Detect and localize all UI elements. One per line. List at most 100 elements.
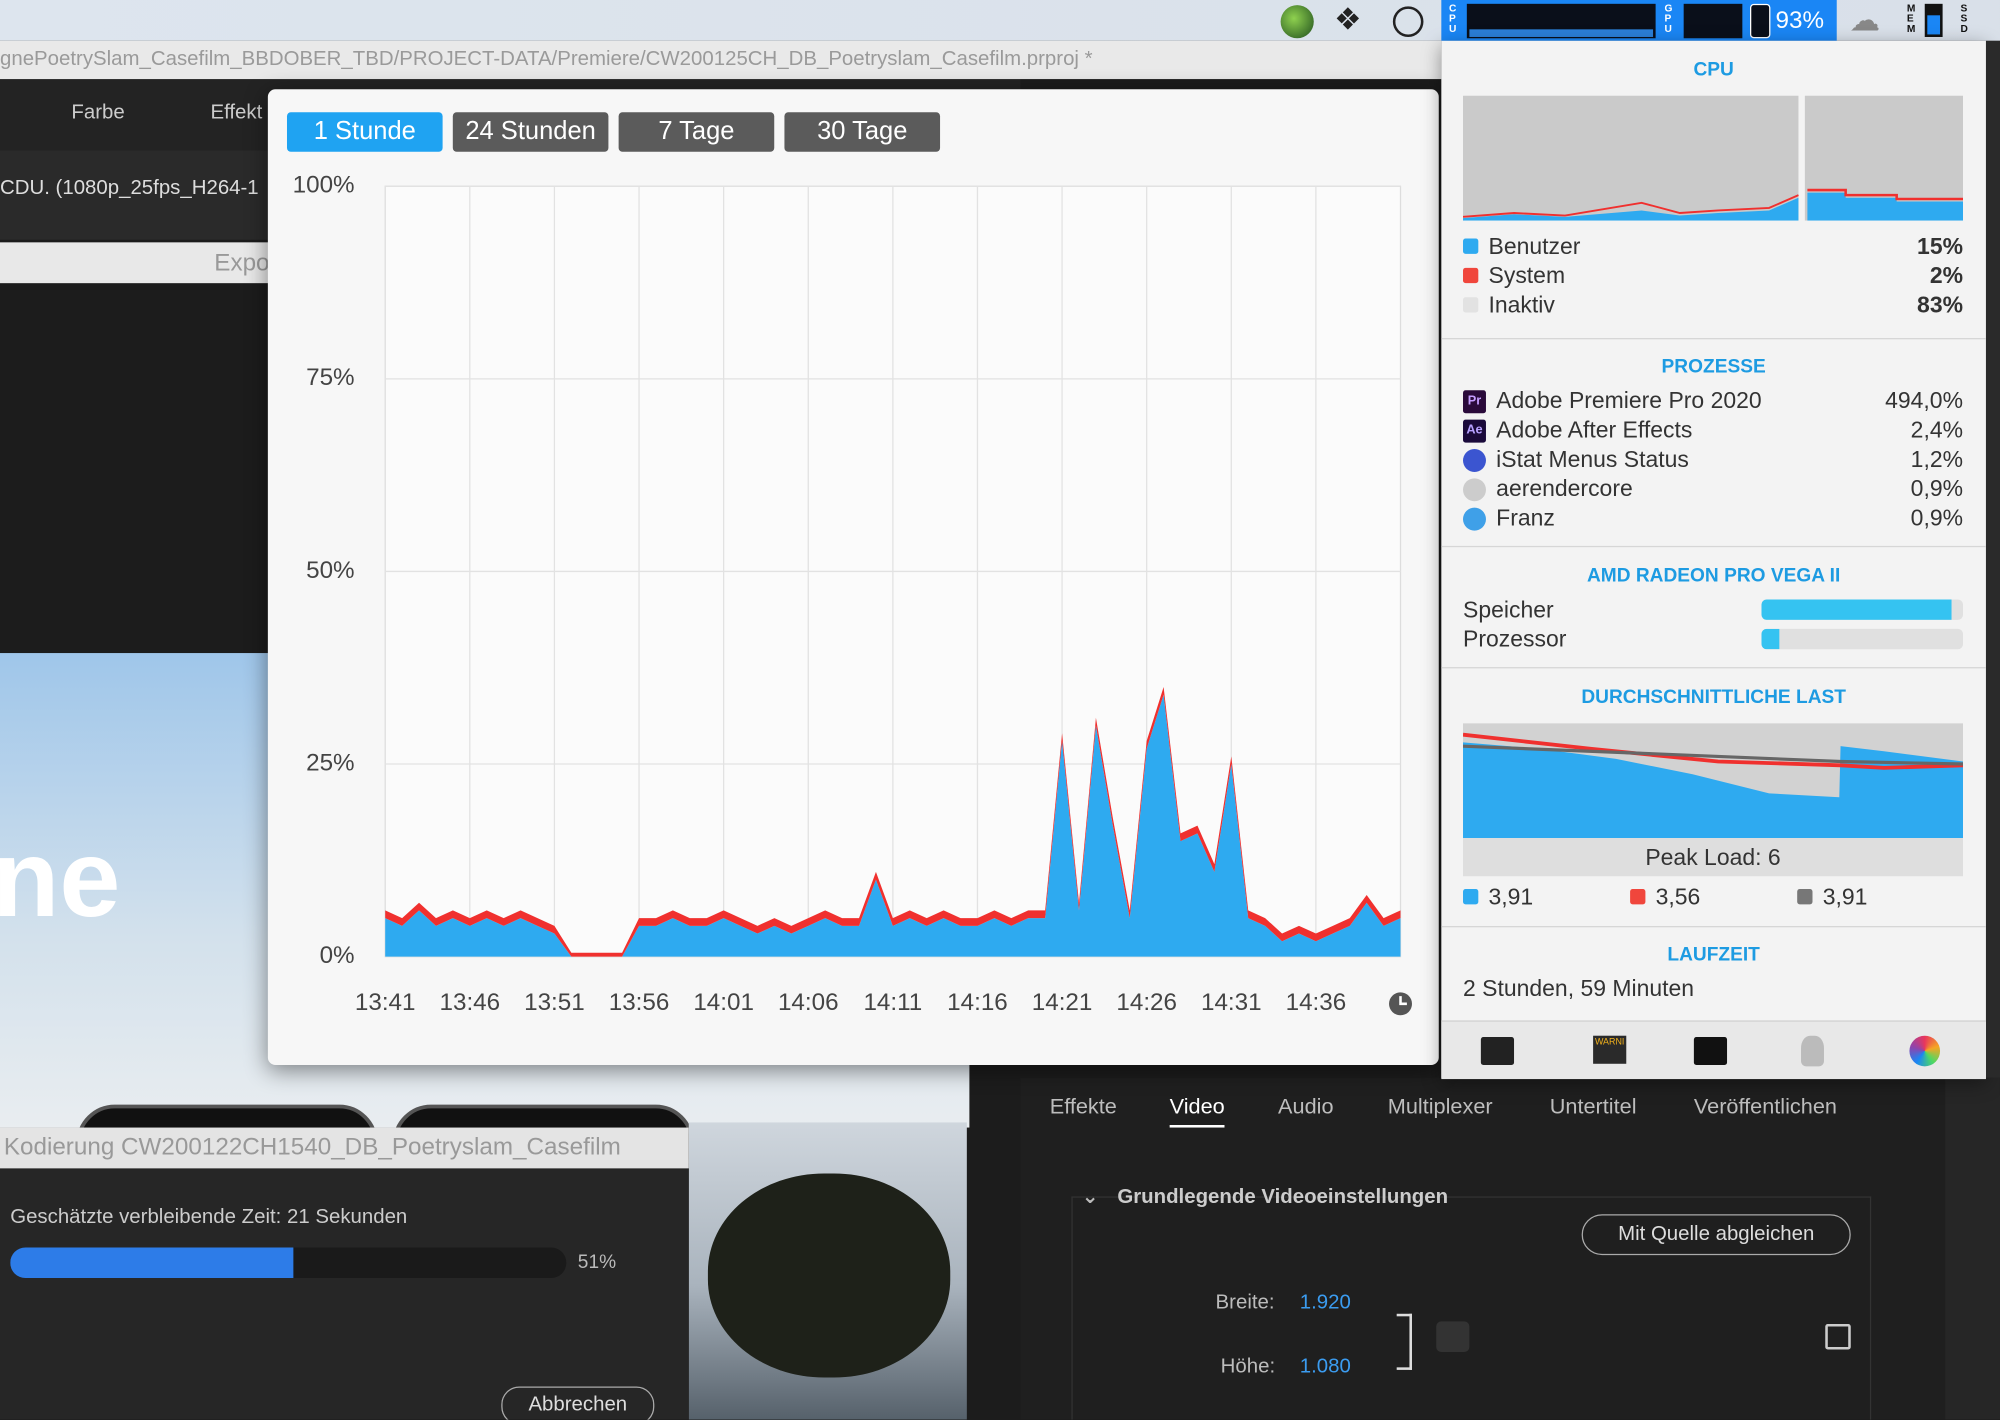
cpu-menubar-label: CPU: [1448, 2, 1457, 35]
load-value: 3,56: [1655, 883, 1701, 910]
dropbox-icon[interactable]: ❖: [1334, 2, 1362, 37]
legend-label: Benutzer: [1488, 233, 1581, 259]
separator: [1441, 926, 1986, 928]
graph-line: [1463, 744, 1964, 766]
range-button[interactable]: 7 Tage: [618, 112, 775, 152]
process-name: iStat Menus Status: [1496, 446, 1689, 472]
legend-swatch: [1797, 889, 1813, 905]
range-button[interactable]: 24 Stunden: [452, 112, 609, 152]
x-tick-label: 14:31: [1201, 989, 1262, 1016]
range-button[interactable]: 30 Tage: [784, 112, 941, 152]
x-tick-label: 13:56: [609, 989, 670, 1016]
clock-hands: [1399, 996, 1407, 1006]
x-tick-label: 14:16: [947, 989, 1008, 1016]
dialog-title: Kodierung CW200122CH1540_DB_Poetryslam_C…: [3, 1133, 621, 1161]
progress-fill: [10, 1247, 294, 1279]
preview-text: ne: [0, 817, 121, 941]
process-icon: [1463, 448, 1486, 472]
area-series: [385, 694, 1401, 957]
export-tab[interactable]: Veröffentlichen: [1693, 1094, 1837, 1119]
window-titlebar: [0, 40, 1442, 80]
process-value: 2,4%: [1910, 417, 1964, 443]
side-toolbar: [1945, 1077, 2000, 1420]
checkbox[interactable]: [1825, 1323, 1851, 1350]
gpu-track: [1761, 628, 1964, 650]
graph-line: [1463, 732, 1964, 770]
progress-label: 51%: [577, 1251, 617, 1273]
cancel-button[interactable]: Abbrechen: [501, 1386, 655, 1420]
y-tick-label: 100%: [293, 172, 355, 199]
export-tab[interactable]: Video: [1169, 1094, 1225, 1128]
process-value: 0,9%: [1910, 505, 1964, 531]
remaining-time: Geschätzte verbleibende Zeit: 21 Sekunde…: [10, 1206, 408, 1229]
progress-track: [10, 1247, 567, 1279]
height-value[interactable]: 1.080: [1299, 1355, 1351, 1378]
legend-swatch: [1463, 238, 1479, 254]
cpu-history-chart: 0% 25% 50% 75% 100% 13:41 13:46 13:51 13:56 14:01…: [293, 172, 1412, 1016]
utility-icon[interactable]: [1801, 1035, 1824, 1067]
legend-label: System: [1488, 262, 1566, 289]
y-tick-label: 25%: [306, 749, 354, 776]
dialog-titlebar: [0, 1127, 689, 1169]
uptime: 2 Stunden, 59 Minuten: [1463, 975, 1695, 1002]
x-tick-label: 13:46: [440, 989, 501, 1016]
console-icon[interactable]: WARNI: [1593, 1035, 1627, 1064]
y-tick-label: 0%: [320, 942, 355, 969]
load-graph: [1463, 723, 1964, 839]
x-tick-label: 13:51: [524, 989, 585, 1016]
gpu-bar: [1761, 628, 1780, 650]
terminal-icon[interactable]: [1693, 1036, 1728, 1066]
width-value[interactable]: 1.920: [1299, 1292, 1351, 1314]
match-button[interactable]: Mit Quelle abgleichen: [1581, 1214, 1851, 1256]
section-title[interactable]: Grundlegende Videoeinstellungen: [1117, 1186, 1449, 1208]
process-value: 494,0%: [1885, 387, 1964, 414]
process-icon: Ae: [1463, 419, 1486, 443]
process-icon: Pr: [1463, 390, 1486, 414]
separator: [1441, 667, 1986, 669]
info-icon[interactable]: [1392, 6, 1424, 37]
export-tab[interactable]: Audio: [1278, 1094, 1334, 1119]
cpu-menubar-fill: [1469, 29, 1654, 37]
graph-area: [1463, 197, 1799, 221]
separator: [1441, 545, 1986, 548]
istat-icon[interactable]: [1909, 1035, 1941, 1067]
gpu-label: Prozessor: [1463, 626, 1567, 652]
section-title: AMD RADEON PRO VEGA II: [1586, 565, 1841, 587]
x-tick-label: 14:06: [778, 989, 839, 1016]
export-tab[interactable]: Effekte: [1049, 1094, 1117, 1119]
x-tick-label: 14:36: [1286, 989, 1347, 1016]
legend-swatch: [1630, 889, 1646, 905]
window-title: gnePoetrySlam_Casefilm_BBDOBER_TBD/PROJE…: [0, 48, 1093, 71]
range-button[interactable]: 1 Stunde: [286, 112, 443, 152]
y-tick-label: 75%: [306, 364, 354, 391]
workspace-tab[interactable]: Farbe: [71, 102, 125, 124]
load-value: 3,91: [1488, 883, 1534, 910]
y-tick-label: 50%: [306, 557, 354, 584]
section-chevron[interactable]: ⌄: [1081, 1186, 1099, 1208]
section-title: CPU: [1693, 58, 1734, 81]
activity-monitor-icon[interactable]: [1480, 1036, 1515, 1066]
link-bracket: [1396, 1313, 1412, 1370]
x-tick-label: 13:41: [355, 989, 416, 1016]
workspace-tab[interactable]: Effekt: [210, 102, 263, 124]
export-tab[interactable]: Untertitel: [1549, 1094, 1637, 1119]
x-tick-label: 14:21: [1032, 989, 1093, 1016]
mem-menubar-label: MEM: [1906, 2, 1916, 35]
export-tab[interactable]: Multiplexer: [1387, 1094, 1493, 1119]
tree: [707, 1173, 951, 1378]
link-icon[interactable]: [1436, 1321, 1470, 1353]
battery-icon: [1749, 3, 1771, 39]
menubar-icon[interactable]: [1280, 5, 1314, 39]
process-icon: [1463, 478, 1486, 502]
section-box: [1071, 1196, 1872, 1420]
export-label: Expo: [214, 249, 270, 277]
cloud-icon[interactable]: ☁: [1849, 3, 1881, 39]
height-label: Höhe:: [1220, 1355, 1276, 1378]
width-label: Breite:: [1215, 1292, 1275, 1314]
gpu-bar: [1761, 599, 1951, 620]
legend-swatch: [1463, 889, 1479, 905]
section-title: DURCHSCHNITTLICHE LAST: [1581, 686, 1846, 708]
